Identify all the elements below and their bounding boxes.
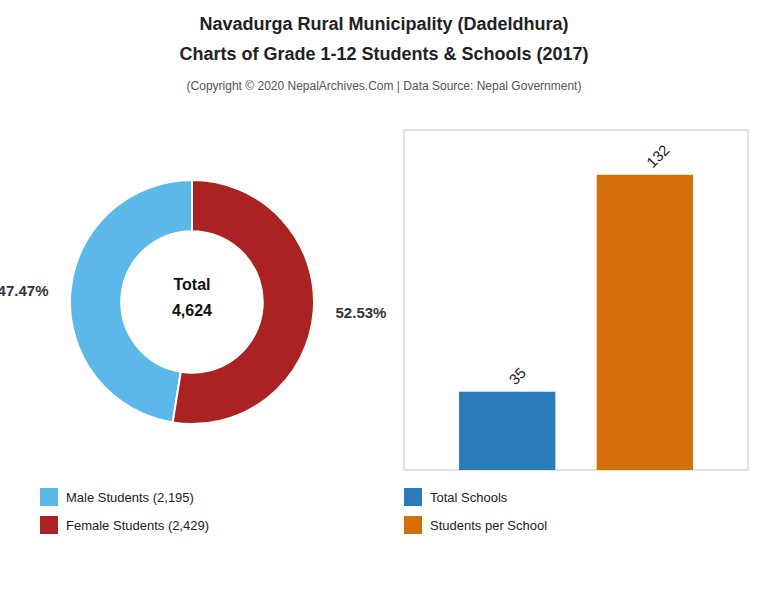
legend-swatch: [40, 488, 58, 506]
data-labels: 35 132: [505, 141, 672, 388]
legend: Male Students (2,195) Female Students (2,…: [40, 488, 209, 534]
bar-chart: 35 132 Total Schools Students per School: [404, 130, 748, 534]
legend-swatch: [40, 516, 58, 534]
title: Navadurga Rural Municipality (Dadeldhura…: [199, 14, 568, 34]
data-label: 47.47%: [0, 282, 48, 299]
bars: [459, 175, 693, 470]
legend-swatch: [404, 488, 422, 506]
bar: [459, 392, 555, 470]
page: {"title": ["Navadurga Rural Municipality…: [0, 0, 768, 597]
legend-label: Total Schools: [430, 490, 508, 505]
legend-label: Male Students (2,195): [66, 490, 194, 505]
donut-slice: [173, 180, 314, 424]
bar: [597, 175, 693, 470]
donut-chart: Total 4,624 47.47% 52.53% Male Students (2,1…: [0, 180, 386, 534]
data-label: 132: [643, 141, 673, 171]
center-text: Total: [173, 276, 210, 293]
subtitle: (Copyright © 2020 NepalArchives.Com | Da…: [187, 79, 582, 93]
title: Charts of Grade 1-12 Students & Schools …: [179, 44, 588, 64]
legend-label: Students per School: [430, 518, 547, 533]
legend-swatch: [404, 516, 422, 534]
data-label: 35: [505, 364, 529, 388]
legend-label: Female Students (2,429): [66, 518, 209, 533]
data-label: 52.53%: [336, 304, 387, 321]
plot-frame: [404, 130, 748, 470]
center-text: 4,624: [172, 302, 212, 319]
legend: Total Schools Students per School: [404, 488, 547, 534]
chart-root: Navadurga Rural Municipality (Dadeldhura…: [0, 0, 768, 597]
